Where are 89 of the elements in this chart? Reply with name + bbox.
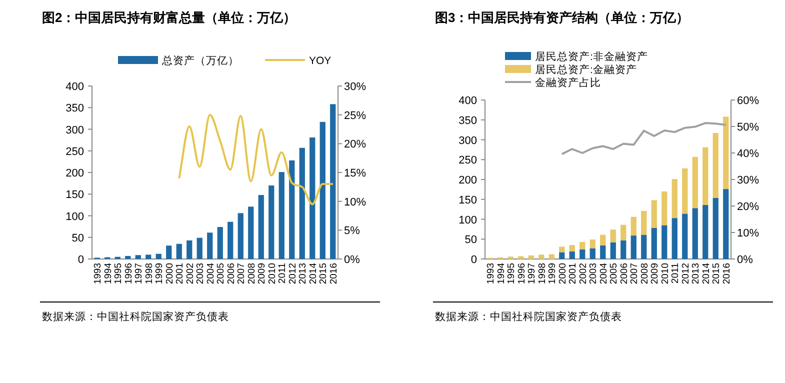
x-tick-label: 2006 (226, 263, 237, 284)
y2-tick-label: 30% (344, 81, 366, 93)
y-tick-label: 300 (458, 134, 477, 147)
x-tick-label: 1993 (92, 263, 104, 284)
x-tick-label: 2008 (246, 263, 258, 284)
y2-tick-label: 30% (737, 174, 760, 186)
chart-title: 图3：中国居民持有资产结构（单位：万亿） (435, 10, 690, 25)
y-tick-label: 0 (78, 254, 84, 266)
y2-tick-label: 0% (737, 254, 754, 266)
x-tick-label: 1997 (134, 263, 145, 284)
y-tick-label: 100 (458, 214, 477, 226)
x-tick-label: 2011 (277, 263, 288, 284)
x-tick-label: 1995 (113, 263, 124, 284)
y2-tick-label: 5% (344, 225, 360, 238)
x-tick-label: 2003 (588, 263, 600, 284)
y-tick-label: 250 (66, 146, 84, 158)
y-tick-label: 350 (66, 102, 84, 115)
x-tick-label: 2015 (318, 263, 330, 284)
x-tick-label: 2000 (164, 263, 176, 284)
legend-label: 金融资产占比 (535, 76, 601, 89)
x-tick-label: 2008 (639, 263, 650, 284)
x-tick-label: 2004 (205, 263, 216, 284)
x-tick-label: 2001 (568, 263, 579, 284)
x-tick-label: 2002 (184, 263, 196, 284)
y-tick-label: 400 (458, 95, 477, 107)
y2-tick-label: 15% (344, 168, 366, 180)
x-tick-label: 2002 (578, 263, 589, 284)
y-tick-label: 250 (458, 154, 477, 167)
x-tick-label: 2007 (629, 263, 640, 284)
y-tick-label: 200 (458, 174, 477, 186)
x-tick-label: 2013 (298, 263, 309, 284)
x-tick-label: 1999 (154, 263, 166, 284)
y-tick-label: 150 (66, 189, 84, 202)
x-tick-label: 2001 (174, 263, 186, 284)
x-tick-label: 1996 (516, 263, 528, 284)
x-tick-label: 1996 (123, 263, 134, 284)
x-tick-label: 2016 (721, 263, 732, 284)
chart-title: 图2：中国居民持有财富总量（单位：万亿） (42, 10, 296, 25)
y-tick-label: 50 (72, 232, 84, 244)
x-tick-label: 1994 (102, 263, 114, 284)
x-tick-label: 1998 (144, 263, 155, 284)
y-tick-label: 50 (464, 234, 477, 246)
y-tick-label: 200 (66, 168, 84, 180)
x-tick-label: 2005 (608, 263, 620, 284)
x-tick-label: 1995 (506, 263, 518, 284)
y-tick-label: 350 (458, 114, 477, 127)
x-tick-label: 2012 (680, 263, 692, 284)
x-tick-label: 2012 (287, 263, 298, 284)
y-tick-label: 100 (66, 210, 84, 223)
y2-tick-label: 10% (344, 196, 366, 208)
y2-tick-label: 20% (344, 138, 366, 151)
x-tick-label: 2003 (195, 263, 206, 284)
y-tick-label: 150 (458, 194, 477, 206)
x-tick-label: 2010 (660, 263, 671, 284)
x-tick-label: 2004 (598, 263, 610, 284)
x-tick-label: 2015 (711, 263, 722, 284)
y-tick-label: 0 (470, 254, 477, 266)
x-tick-label: 1994 (496, 263, 507, 284)
y2-tick-label: 50% (737, 122, 760, 134)
source-note: 数据来源：中国社科院国家资产负债表 (435, 310, 622, 323)
x-tick-label: 2006 (618, 263, 630, 284)
x-tick-label: 1993 (486, 263, 497, 284)
x-tick-label: 2014 (700, 263, 712, 284)
x-tick-label: 2013 (690, 263, 702, 284)
x-tick-label: 2009 (256, 263, 268, 284)
source-note: 数据来源：中国社科院国家资产负债表 (42, 310, 229, 323)
legend-label: 居民总资产:非金融资产 (535, 50, 648, 63)
x-tick-label: 2014 (308, 263, 319, 284)
x-tick-label: 2007 (236, 263, 248, 284)
y2-tick-label: 0% (344, 254, 360, 266)
y2-tick-label: 10% (737, 228, 760, 240)
y2-tick-label: 40% (737, 148, 760, 160)
y-tick-label: 300 (66, 124, 84, 136)
y-tick-label: 400 (66, 81, 84, 93)
x-tick-label: 2005 (216, 263, 227, 284)
y2-tick-label: 20% (737, 201, 760, 213)
x-tick-label: 1997 (526, 263, 538, 284)
legend-label: 居民总资产:金融资产 (535, 63, 637, 76)
legend-label: YOY (309, 55, 332, 67)
y2-tick-label: 60% (737, 95, 760, 107)
x-tick-label: 1999 (547, 263, 558, 284)
y2-tick-label: 25% (344, 110, 366, 122)
x-tick-label: 1998 (536, 263, 548, 284)
x-tick-label: 2009 (650, 263, 661, 284)
x-tick-label: 2016 (328, 263, 340, 284)
x-tick-label: 2010 (266, 263, 278, 284)
x-tick-label: 2000 (557, 263, 568, 284)
legend-label: 总资产（万亿） (161, 54, 239, 67)
x-tick-label: 2011 (670, 263, 682, 284)
